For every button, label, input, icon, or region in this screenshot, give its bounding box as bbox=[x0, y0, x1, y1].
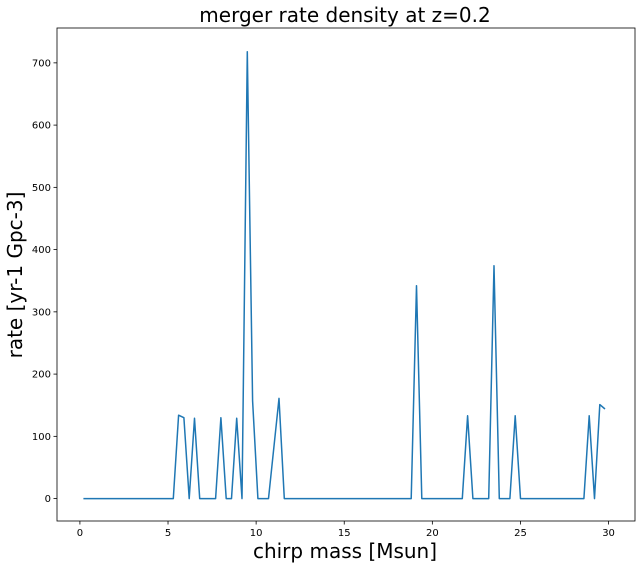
y-axis-label: rate [yr-1 Gpc-3] bbox=[3, 192, 27, 359]
x-tick-label: 5 bbox=[165, 528, 171, 539]
y-tick-label: 0 bbox=[45, 494, 51, 505]
y-tick-label: 600 bbox=[32, 121, 51, 132]
x-axis: 0 5 10 15 20 25 30 bbox=[77, 521, 615, 539]
x-tick-label: 30 bbox=[602, 528, 615, 539]
y-tick-label: 500 bbox=[32, 183, 51, 194]
y-tick-label: 700 bbox=[32, 58, 51, 69]
y-tick-label: 200 bbox=[32, 370, 51, 381]
y-tick-label: 100 bbox=[32, 432, 51, 443]
x-tick-label: 20 bbox=[426, 528, 439, 539]
y-axis: 0 100 200 300 400 500 600 700 bbox=[32, 58, 57, 505]
series-group bbox=[83, 50, 606, 500]
x-axis-label: chirp mass [Msun] bbox=[253, 539, 437, 563]
chart-title: merger rate density at z=0.2 bbox=[199, 3, 490, 27]
x-tick-label: 25 bbox=[514, 528, 527, 539]
x-tick-label: 10 bbox=[250, 528, 263, 539]
y-tick-label: 300 bbox=[32, 307, 51, 318]
y-tick-label: 400 bbox=[32, 245, 51, 256]
plot-area bbox=[56, 27, 636, 522]
series-line-0 bbox=[83, 50, 606, 500]
x-tick-label: 0 bbox=[77, 528, 83, 539]
x-tick-label: 15 bbox=[338, 528, 351, 539]
